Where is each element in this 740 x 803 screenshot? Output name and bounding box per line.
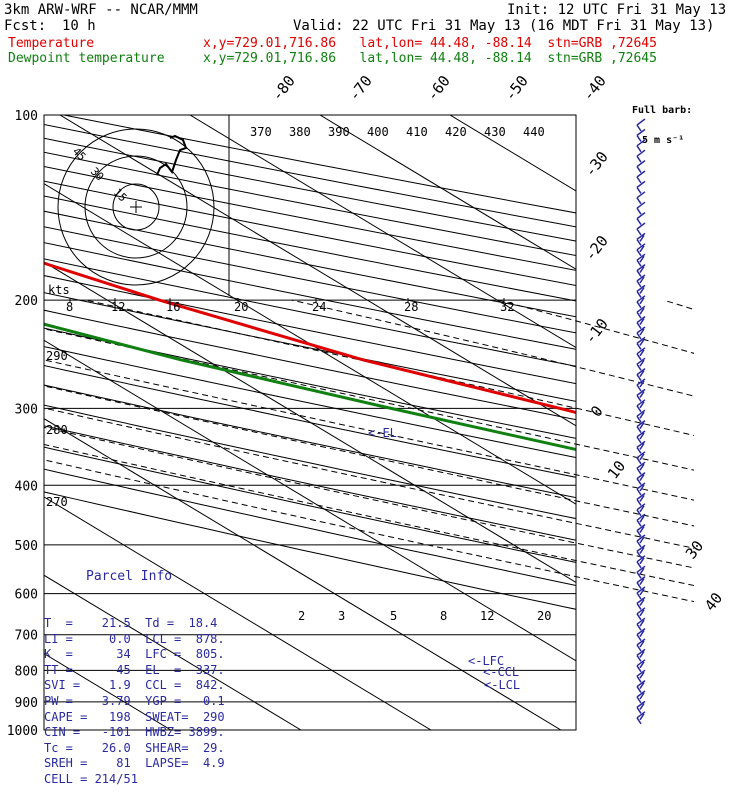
parcel-level-label-lcl: <-LCL <box>484 678 520 692</box>
theta-label: 380 <box>289 125 311 139</box>
pressure-tick-label: 200 <box>15 294 38 309</box>
wind-speed-label: 28 <box>404 300 418 314</box>
isotherm-line <box>450 115 740 730</box>
pressure-tick-label: 400 <box>15 479 38 494</box>
wind-barb <box>637 219 641 225</box>
isotherm-label: -30 <box>581 148 612 180</box>
isotherm-label: 0 <box>587 402 607 420</box>
wind-speed-label: 32 <box>500 300 514 314</box>
isotherm-line <box>710 115 740 730</box>
barb-key-line2: 5 m s⁻¹ <box>632 136 692 146</box>
hodograph-trace <box>157 136 186 175</box>
parcel-info-title: Parcel Info <box>44 569 234 585</box>
mixing-ratio-label: 5 <box>390 609 397 623</box>
moist-adiabat-line <box>664 300 740 740</box>
pressure-tick-label: 1000 <box>7 724 38 739</box>
parcel-info-row: CELL = 214/51 <box>44 772 234 788</box>
mixing-ratio-label: 12 <box>480 609 494 623</box>
parcel-info-row: T = 21.5 Td = 18.4 <box>44 616 234 632</box>
isotherm-label: 30 <box>682 537 707 562</box>
barb-key-line1: Full barb: <box>632 106 692 116</box>
theta-label: 270 <box>46 495 68 509</box>
pressure-tick-label: 300 <box>15 402 38 417</box>
isotherm-label: 10 <box>604 457 629 482</box>
wind-barb <box>637 177 641 183</box>
theta-label: 430 <box>484 125 506 139</box>
theta-label: 410 <box>406 125 428 139</box>
parcel-info-row: SVI = 1.9 CCL = 842. <box>44 678 234 694</box>
isotherm-label: -20 <box>581 232 612 264</box>
wind-speed-label: 8 <box>66 300 73 314</box>
pressure-tick-label: 100 <box>15 109 38 124</box>
parcel-info-row: CIN = -101 HWBZ= 3899. <box>44 725 234 741</box>
wind-speed-label: 16 <box>166 300 180 314</box>
mixing-ratio-label: 20 <box>537 609 551 623</box>
mixing-ratio-label: 3 <box>338 609 345 623</box>
pressure-tick-label: 800 <box>15 664 38 679</box>
wind-barb <box>637 229 641 235</box>
isotherm-label: -70 <box>345 72 376 104</box>
mixing-ratio-label: 2 <box>298 609 305 623</box>
theta-label: 420 <box>445 125 467 139</box>
theta-label: 400 <box>367 125 389 139</box>
pressure-tick-label: 900 <box>15 696 38 711</box>
wind-barb <box>637 167 641 173</box>
isotherm-line <box>190 115 740 730</box>
isotherm-label: -10 <box>581 315 612 347</box>
wind-barb <box>637 198 641 204</box>
parcel-info-row: SREH = 81 LAPSE= 4.9 <box>44 756 234 772</box>
theta-label: 440 <box>523 125 545 139</box>
theta-label: 390 <box>328 125 350 139</box>
isotherm-label: -60 <box>423 72 454 104</box>
wind-barb <box>637 156 641 162</box>
parcel-info-row: LI = 0.0 LCL = 878. <box>44 632 234 648</box>
pressure-tick-label: 600 <box>15 588 38 603</box>
parcel-info-row: Tc = 26.0 SHEAR= 29. <box>44 741 234 757</box>
wind-barb <box>637 208 641 214</box>
theta-label: 290 <box>46 349 68 363</box>
parcel-info-row: CAPE = 198 SWEAT= 290 <box>44 710 234 726</box>
wind-speed-label: 12 <box>111 300 125 314</box>
parcel-info-row: PW = 3.79 YGP = 0.1 <box>44 694 234 710</box>
isotherm-label: -50 <box>501 72 532 104</box>
theta-label: 370 <box>250 125 272 139</box>
isotherm-label: -80 <box>268 72 299 104</box>
mixing-ratio-label: 8 <box>440 609 447 623</box>
isotherm-label: 40 <box>701 589 726 614</box>
theta-label: 280 <box>46 423 68 437</box>
barb-key: Full barb: 5 m s⁻¹ <box>632 86 692 156</box>
parcel-info-row: TT = 45 EL = 337. <box>44 663 234 679</box>
moist-adiabat-line <box>498 300 740 740</box>
wind-speed-label: 20 <box>234 300 248 314</box>
parcel-level-label-el: <-EL <box>368 426 397 440</box>
isotherm-line <box>320 115 740 730</box>
isotherm-line <box>580 115 740 730</box>
pressure-tick-label: 500 <box>15 539 38 554</box>
kts-label: kts <box>48 283 70 297</box>
wind-speed-label: 24 <box>312 300 326 314</box>
parcel-level-label-ccl: <-CCL <box>483 665 519 679</box>
pressure-tick-label: 700 <box>15 629 38 644</box>
wind-barb <box>637 187 641 193</box>
parcel-info-row: K = 34 LFC = 805. <box>44 647 234 663</box>
isotherm-label: -40 <box>579 72 610 104</box>
